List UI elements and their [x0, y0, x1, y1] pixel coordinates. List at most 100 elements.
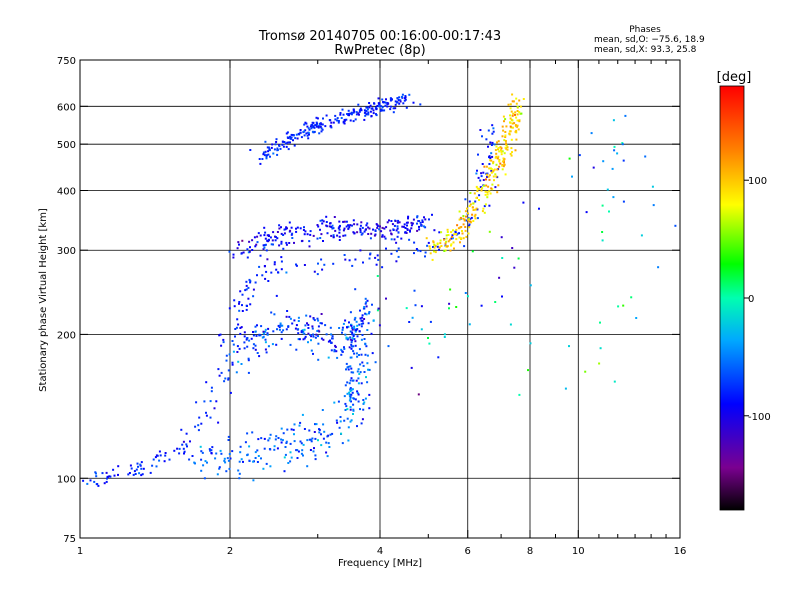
data-point	[469, 224, 471, 226]
data-point	[413, 219, 415, 221]
data-point	[385, 102, 387, 104]
data-point	[218, 334, 220, 336]
data-point	[313, 235, 315, 237]
data-point	[360, 317, 362, 319]
data-point	[400, 101, 402, 103]
data-point	[353, 219, 355, 221]
data-point	[477, 217, 479, 219]
data-point	[289, 460, 291, 462]
data-point	[301, 449, 303, 451]
data-point	[341, 117, 343, 119]
data-point	[353, 326, 355, 328]
data-point	[164, 460, 166, 462]
data-point	[518, 394, 520, 396]
data-point	[303, 226, 305, 228]
data-point	[345, 368, 347, 370]
data-point	[326, 115, 328, 117]
x-tick-label: 1	[77, 546, 83, 557]
data-point	[297, 332, 299, 334]
data-point	[378, 228, 380, 230]
data-point	[428, 218, 430, 220]
x-axis-ticks: 1 2 4 6 8 10 16	[77, 60, 687, 557]
data-point	[408, 94, 410, 96]
data-point	[317, 343, 319, 345]
data-point	[309, 334, 311, 336]
data-point	[360, 371, 362, 373]
data-point	[361, 362, 363, 364]
data-point	[246, 454, 248, 456]
data-point	[270, 272, 272, 274]
data-point	[137, 463, 139, 465]
data-point	[229, 353, 231, 355]
data-point	[158, 460, 160, 462]
data-point	[290, 443, 292, 445]
data-point	[398, 96, 400, 98]
data-point	[303, 131, 305, 133]
data-point	[349, 259, 351, 261]
data-point	[350, 394, 352, 396]
data-point	[491, 184, 493, 186]
data-point	[363, 365, 365, 367]
data-point	[398, 248, 400, 250]
data-point	[219, 375, 221, 377]
data-point	[364, 231, 366, 233]
data-point	[406, 107, 408, 109]
data-point	[498, 166, 500, 168]
data-point	[300, 129, 302, 131]
data-point	[468, 226, 470, 228]
data-point	[304, 134, 306, 136]
data-point	[183, 453, 185, 455]
data-point	[210, 417, 212, 419]
data-point	[352, 380, 354, 382]
data-point	[198, 417, 200, 419]
data-point	[511, 247, 513, 249]
data-point	[319, 237, 321, 239]
data-point	[460, 237, 462, 239]
data-point	[232, 340, 234, 342]
data-point	[368, 407, 370, 409]
data-point	[245, 441, 247, 443]
data-point	[354, 288, 356, 290]
data-point	[358, 368, 360, 370]
data-point	[286, 316, 288, 318]
data-point	[215, 453, 217, 455]
data-point	[342, 235, 344, 237]
chart-subtitle: RwPretec (8p)	[334, 43, 425, 58]
data-point	[315, 458, 317, 460]
data-point	[185, 443, 187, 445]
data-point	[408, 321, 410, 323]
data-point	[246, 305, 248, 307]
data-point	[455, 231, 457, 233]
data-point	[510, 130, 512, 132]
data-point	[263, 336, 265, 338]
data-point	[269, 448, 271, 450]
data-point	[375, 108, 377, 110]
data-point	[236, 371, 238, 373]
data-point	[242, 310, 244, 312]
data-point	[222, 339, 224, 341]
data-point	[462, 218, 464, 220]
data-point	[260, 325, 262, 327]
data-point	[362, 262, 364, 264]
data-point	[354, 259, 356, 261]
data-point	[281, 261, 283, 263]
data-point	[277, 231, 279, 233]
data-point	[330, 226, 332, 228]
data-point	[291, 227, 293, 229]
data-point	[321, 313, 323, 315]
data-point	[346, 221, 348, 223]
data-point	[192, 455, 194, 457]
data-point	[317, 439, 319, 441]
data-point	[200, 423, 202, 425]
data-point	[351, 371, 353, 373]
data-point	[176, 448, 178, 450]
data-point	[318, 132, 320, 134]
data-point	[459, 211, 461, 213]
data-point	[315, 334, 317, 336]
data-point	[280, 148, 282, 150]
data-point	[353, 111, 355, 113]
data-point	[318, 325, 320, 327]
data-point	[296, 134, 298, 136]
data-point	[205, 412, 207, 414]
data-point	[254, 245, 256, 247]
